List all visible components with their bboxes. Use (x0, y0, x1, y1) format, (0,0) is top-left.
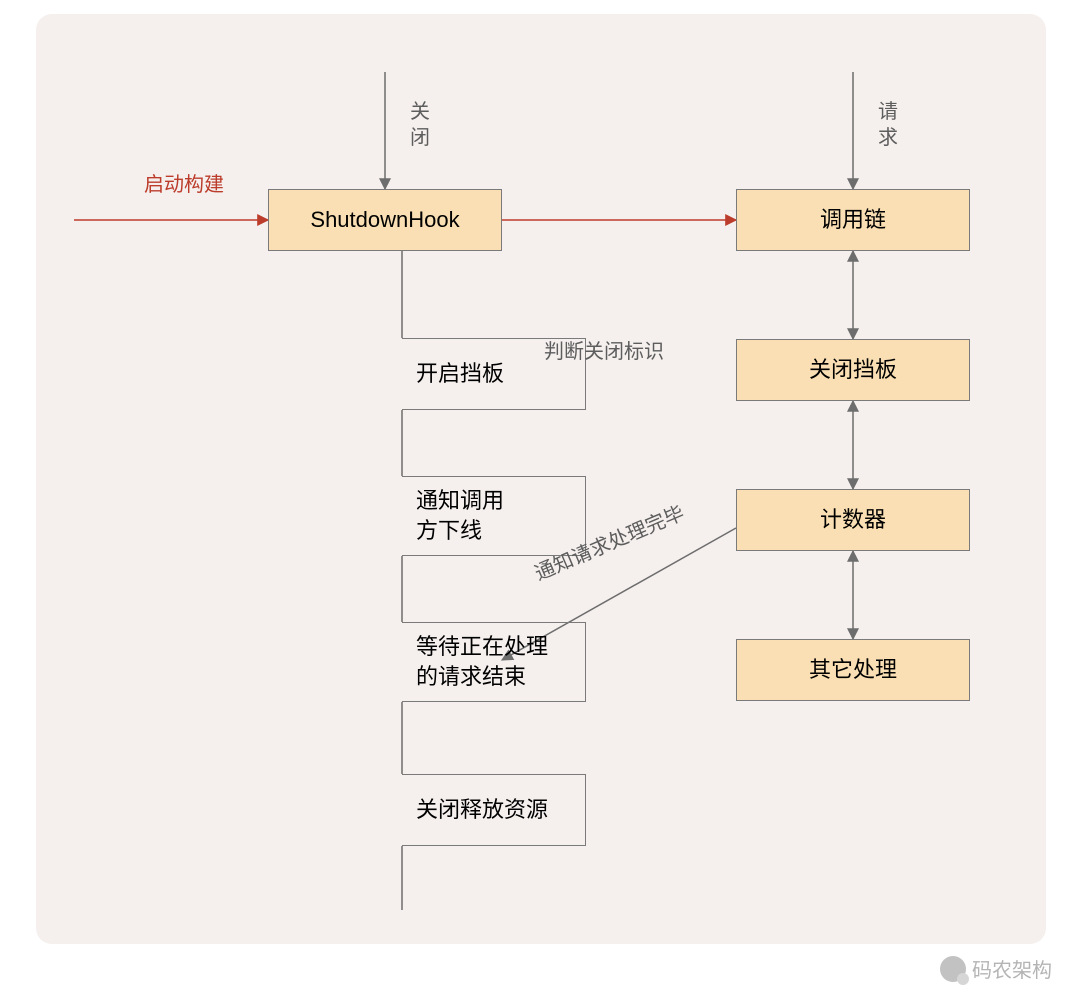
node-notify-down: 通知调用 方下线 (402, 476, 586, 556)
node-call-chain: 调用链 (736, 189, 970, 251)
label-check-flag: 判断关闭标识 (544, 339, 664, 365)
node-wait-req: 等待正在处理 的请求结束 (402, 622, 586, 702)
label-startup: 启动构建 (144, 172, 224, 198)
node-release: 关闭释放资源 (402, 774, 586, 846)
node-close-gate: 关闭挡板 (736, 339, 970, 401)
node-text: 通知调用 方下线 (416, 486, 504, 545)
label-request-in: 请求 (878, 99, 898, 151)
node-text: 等待正在处理 的请求结束 (416, 632, 548, 691)
diagram-canvas: ShutdownHook 调用链 关闭挡板 计数器 其它处理 开启挡板 通知调用… (36, 14, 1046, 944)
node-other: 其它处理 (736, 639, 970, 701)
node-counter: 计数器 (736, 489, 970, 551)
label-close-in: 关闭 (410, 99, 430, 151)
node-shutdown-hook: ShutdownHook (268, 189, 502, 251)
watermark-text: 码农架构 (972, 954, 1052, 983)
wechat-icon (940, 956, 966, 982)
watermark: 码农架构 (940, 954, 1052, 983)
